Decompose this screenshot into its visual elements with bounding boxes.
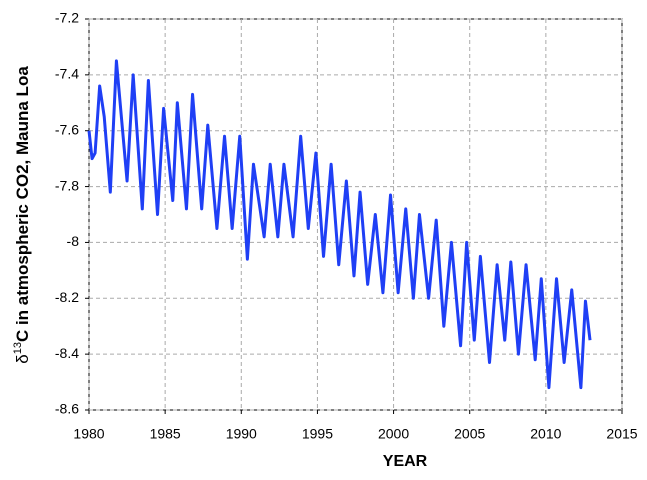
y-label-prefix: δ — [13, 354, 32, 363]
x-tick-label: 2015 — [606, 426, 637, 442]
y-axis-label: δ13C in atmospheric CO2, Mauna Loa — [12, 66, 33, 364]
x-tick-label: 2000 — [378, 426, 409, 442]
y-label-text: C in atmospheric CO2, Mauna Loa — [13, 66, 32, 342]
plot-frame — [88, 18, 623, 411]
x-tick-label: 2005 — [454, 426, 485, 442]
data-line — [87, 59, 592, 390]
y-label-sup: 13 — [12, 342, 24, 354]
y-tick-label: -8.4 — [55, 345, 79, 361]
y-tick-label: -8 — [67, 233, 80, 249]
x-tick-label: 1980 — [73, 426, 104, 442]
y-tick-label: -8.2 — [55, 289, 79, 305]
y-tick-label: -7.6 — [55, 121, 79, 137]
x-tick-label: 1990 — [226, 426, 257, 442]
y-tick-label: -7.2 — [55, 10, 79, 26]
x-axis-label: YEAR — [383, 453, 428, 470]
y-tick-label: -7.4 — [55, 66, 79, 82]
x-tick-label: 1985 — [150, 426, 181, 442]
x-tick-label: 1995 — [302, 426, 333, 442]
y-tick-label: -7.8 — [55, 177, 79, 193]
y-tick-label: -8.6 — [55, 401, 79, 417]
x-tick-label: 2010 — [530, 426, 561, 442]
